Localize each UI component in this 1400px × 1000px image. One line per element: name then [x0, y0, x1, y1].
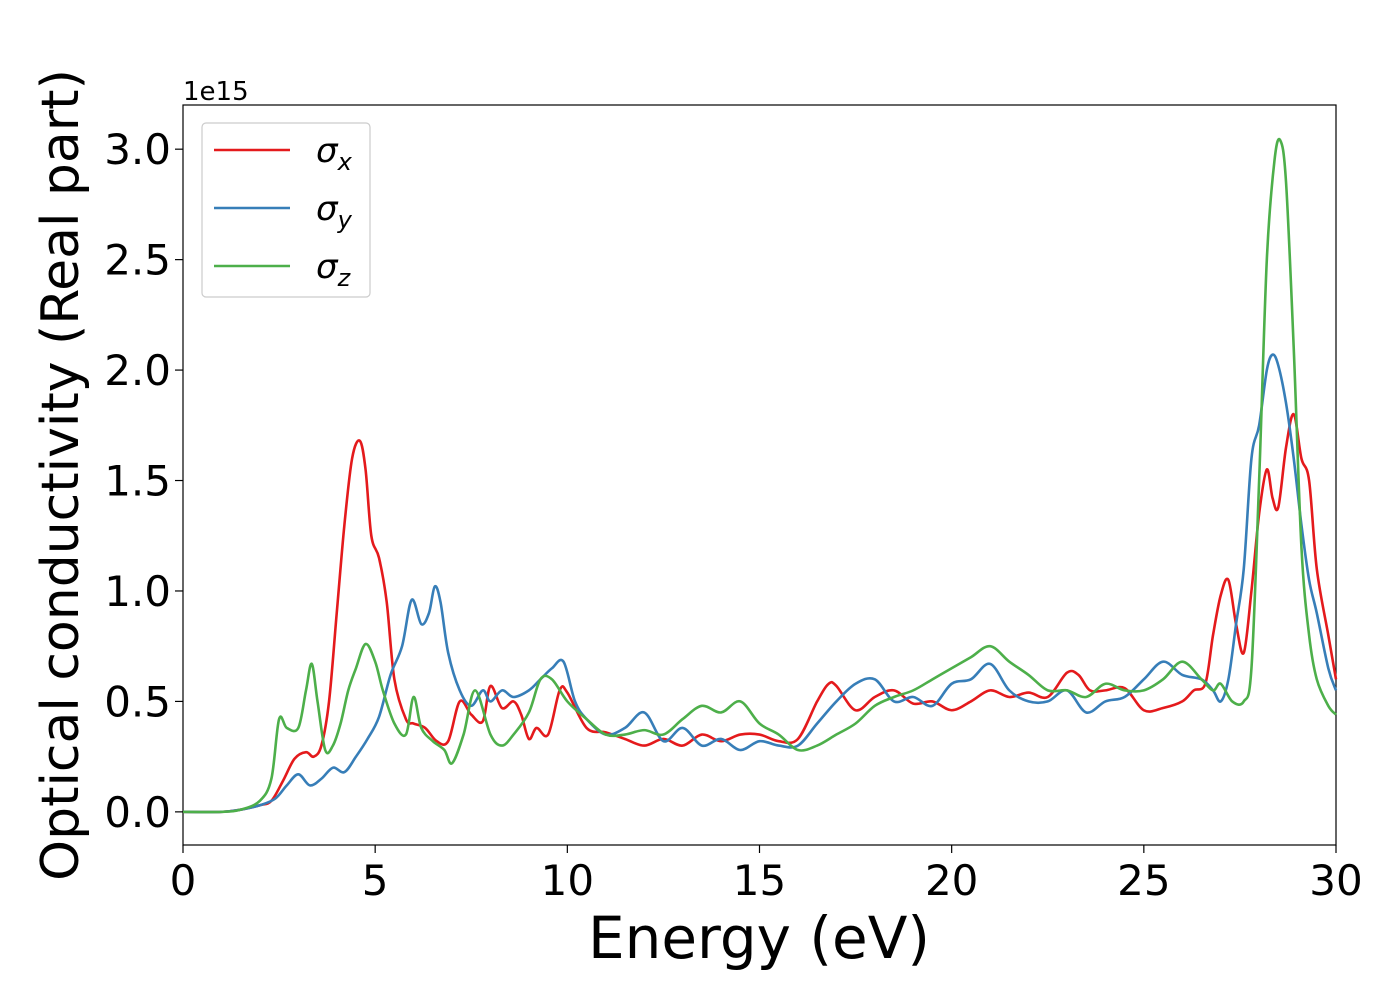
plot-area: 0 5 10 15 20 25 30 0.0 0.5 1.0 1.5 2.0 2.5 3.0 — [104, 104, 1363, 905]
x-tick-label: 30 — [1309, 856, 1362, 905]
x-axis-label: Energy (eV) — [588, 904, 930, 972]
y-tick-label: 2.5 — [104, 236, 171, 285]
legend-frame — [201, 122, 371, 298]
y-offset-text: 1e15 — [183, 77, 249, 107]
series-line-sigma-z — [182, 137, 1337, 814]
x-tick-label: 15 — [733, 856, 786, 905]
y-tick-label: 1.0 — [104, 567, 171, 616]
plot-frame — [182, 104, 1337, 846]
x-axis-ticks: 0 5 10 15 20 25 30 — [170, 845, 1363, 905]
series-line-sigma-y — [182, 353, 1338, 814]
y-tick-label: 1.5 — [104, 457, 171, 506]
y-tick-label: 3.0 — [104, 125, 171, 174]
y-axis-label: Optical conductivity (Real part) — [31, 69, 91, 881]
x-tick-label: 0 — [170, 856, 197, 905]
y-tick-label: 2.0 — [104, 346, 171, 395]
series-line-sigma-x — [182, 412, 1338, 814]
x-tick-label: 25 — [1117, 856, 1170, 905]
x-tick-label: 5 — [362, 856, 389, 905]
y-tick-label: 0.0 — [104, 788, 171, 837]
y-tick-label: 0.5 — [104, 677, 171, 726]
y-axis-ticks: 0.0 0.5 1.0 1.5 2.0 2.5 3.0 — [104, 125, 183, 837]
x-tick-label: 10 — [541, 856, 594, 905]
x-tick-label: 20 — [925, 856, 978, 905]
series-layer — [182, 137, 1338, 814]
